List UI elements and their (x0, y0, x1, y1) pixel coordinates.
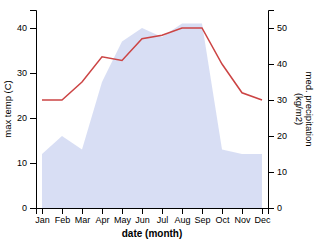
tick-mark (82, 208, 83, 214)
marks (42, 24, 262, 209)
y2-axis-title: med. precipitation(kg/m2) (294, 72, 315, 147)
area (42, 24, 262, 209)
tick-mark (30, 73, 36, 74)
tick-mark (142, 208, 143, 214)
tick-label: 20 (17, 113, 27, 123)
tick-mark (202, 208, 203, 214)
tick-mark (102, 208, 103, 214)
y2-axis-title-line: (kg/m2) (294, 93, 305, 125)
tick-label: 10 (277, 167, 287, 177)
tick-mark (222, 208, 223, 214)
tick-label: Jun (135, 215, 150, 225)
tick-mark (30, 118, 36, 119)
tick: Jun (135, 208, 150, 225)
tick-label: Apr (95, 215, 109, 225)
tick-mark (268, 172, 274, 173)
tick-label: Oct (215, 215, 230, 225)
tick-label: 30 (17, 68, 27, 78)
tick: 30 (268, 95, 287, 105)
tick-label: Nov (234, 215, 251, 225)
tick: 30 (17, 68, 36, 78)
line (42, 28, 262, 100)
tick: Jul (157, 208, 169, 225)
tick-mark (268, 136, 274, 137)
tick-mark (242, 208, 243, 214)
tick-mark (162, 208, 163, 214)
tick-label: 50 (277, 23, 287, 33)
tick-mark (30, 163, 36, 164)
tick: 0 (22, 203, 36, 213)
tick-label: May (114, 215, 132, 225)
tick-label: 30 (277, 95, 287, 105)
chart: Jan Feb Mar Apr MayJun Jul Aug Sep Oct NovDec 0 10 2… (0, 0, 318, 242)
tick: 10 (17, 158, 36, 168)
tick: Aug (174, 208, 190, 225)
tick-mark (62, 208, 63, 214)
tick-label: Jan (35, 215, 50, 225)
tick-label: 0 (22, 203, 27, 213)
x-axis-title: date (month) (122, 228, 183, 239)
tick: Mar (75, 208, 91, 225)
tick: 0 (268, 203, 282, 213)
tick-label: 40 (17, 23, 27, 33)
tick-label: Jul (157, 215, 169, 225)
tick: May (114, 208, 132, 225)
tick: 20 (17, 113, 36, 123)
tick: 40 (268, 59, 287, 69)
plot: Jan Feb Mar Apr MayJun Jul Aug Sep Oct NovDec 0 10 2… (17, 11, 287, 226)
y-axis-title: max temp (C) (2, 80, 13, 138)
tick-label: Dec (254, 215, 271, 225)
tick-label: 10 (17, 158, 27, 168)
y2-axis: 0 10 20 30 40 50 (268, 11, 287, 214)
tick-mark (268, 100, 274, 101)
y2-axis-title-line: med. precipitation (304, 72, 315, 147)
tick: Apr (95, 208, 109, 225)
tick: Oct (215, 208, 230, 225)
tick-label: Feb (55, 215, 71, 225)
tick: 40 (17, 23, 36, 33)
tick: 20 (268, 131, 287, 141)
tick-mark (262, 208, 263, 214)
axis-line (30, 11, 37, 209)
tick: Feb (55, 208, 71, 225)
x-axis: Jan Feb Mar Apr MayJun Jul Aug Sep Oct NovDec (35, 208, 271, 225)
tick: 10 (268, 167, 287, 177)
tick-mark (122, 208, 123, 214)
tick-mark (42, 208, 43, 214)
tick: Sep (194, 208, 210, 225)
tick-label: 20 (277, 131, 287, 141)
axis-line (269, 11, 275, 209)
y-axis: 0 10 20 30 40 (17, 11, 37, 214)
tick-mark (268, 64, 274, 65)
tick-label: 40 (277, 59, 287, 69)
tick: Dec (254, 208, 271, 225)
tick: Nov (234, 208, 251, 225)
tick: Jan (35, 208, 50, 225)
tick-label: Aug (174, 215, 190, 225)
tick-mark (182, 208, 183, 214)
tick-mark (268, 208, 274, 209)
tick-mark (30, 208, 36, 209)
tick-label: 0 (277, 203, 282, 213)
tick-label: Mar (75, 215, 91, 225)
tick-mark (30, 28, 36, 29)
tick-mark (268, 28, 274, 29)
tick: 50 (268, 23, 287, 33)
axis-line (37, 209, 269, 215)
tick-label: Sep (194, 215, 210, 225)
